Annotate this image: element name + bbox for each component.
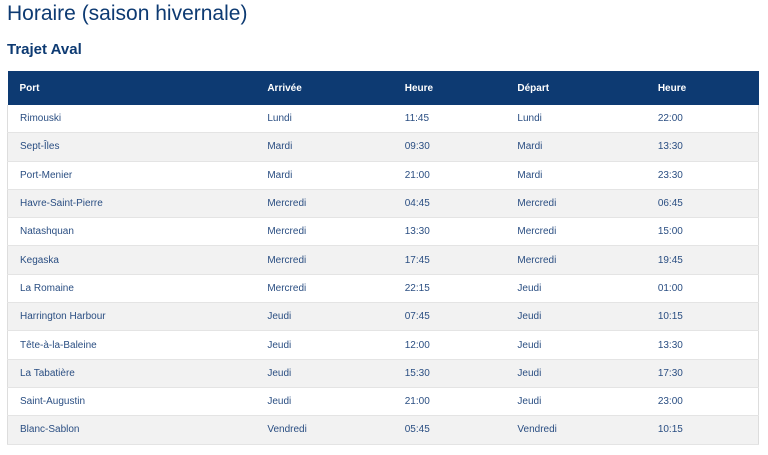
- table-cell: Mercredi: [255, 274, 393, 304]
- table-row: Saint-Augustin Jeudi 21:00 Jeudi 23:00: [7, 387, 759, 417]
- table-cell: 23:00: [645, 387, 759, 417]
- table-cell: 15:30: [392, 359, 506, 388]
- table-cell: 21:00: [392, 387, 506, 417]
- table-cell: 04:45: [392, 189, 506, 219]
- table-cell: 10:15: [645, 302, 759, 332]
- table-cell: 10:15: [645, 415, 759, 445]
- table-body: Rimouski Lundi 11:45 Lundi 22:00 Sept-Îles Mar…: [7, 105, 759, 445]
- table-cell: Mercredi: [505, 245, 646, 275]
- table-cell: Rimouski: [7, 105, 256, 134]
- table-cell: 07:45: [392, 302, 506, 332]
- table-cell: Jeudi: [505, 387, 646, 417]
- table-cell: Saint-Augustin: [7, 387, 256, 417]
- table-cell: Tête-à-la-Baleine: [7, 330, 256, 360]
- header-row: Port Arrivée Heure Départ Heure: [7, 71, 759, 105]
- table-cell: Mardi: [505, 132, 646, 162]
- table-cell: 05:45: [392, 415, 506, 445]
- page-title: Horaire (saison hivernale): [7, 2, 248, 25]
- table-cell: 13:30: [392, 217, 506, 247]
- table-cell: Jeudi: [255, 359, 393, 388]
- table-cell: Jeudi: [255, 330, 393, 360]
- table-cell: Blanc-Sablon: [7, 415, 256, 445]
- table-cell: 22:15: [392, 274, 506, 304]
- table-cell: Port-Menier: [7, 161, 256, 190]
- table-cell: Mardi: [505, 161, 646, 190]
- table-cell: La Tabatière: [7, 359, 256, 388]
- table-row: Blanc-Sablon Vendredi 05:45 Vendredi 10:15: [7, 415, 759, 445]
- table-cell: 09:30: [392, 132, 506, 162]
- table-cell: Jeudi: [505, 359, 646, 388]
- table-row: Kegaska Mercredi 17:45 Mercredi 19:45: [7, 245, 759, 275]
- table-cell: Lundi: [255, 105, 393, 134]
- table-row: Port-Menier Mardi 21:00 Mardi 23:30: [7, 161, 759, 190]
- section-title: Trajet Aval: [7, 41, 82, 58]
- table-row: Natashquan Mercredi 13:30 Mercredi 15:00: [7, 217, 759, 247]
- table-cell: 06:45: [645, 189, 759, 219]
- table-cell: Sept-Îles: [7, 132, 256, 162]
- table-cell: 13:30: [645, 132, 759, 162]
- table-cell: 19:45: [645, 245, 759, 275]
- table-cell: La Romaine: [7, 274, 256, 304]
- column-header: Port: [7, 71, 256, 105]
- table-cell: Jeudi: [505, 330, 646, 360]
- table-row: Harrington Harbour Jeudi 07:45 Jeudi 10:15: [7, 302, 759, 332]
- table-cell: Natashquan: [7, 217, 256, 247]
- table-cell: Kegaska: [7, 245, 256, 275]
- table-cell: 17:30: [645, 359, 759, 388]
- table-cell: Lundi: [505, 105, 646, 134]
- table-cell: Mardi: [255, 132, 393, 162]
- schedule-table: Port Arrivée Heure Départ Heure Rimouski Lund…: [7, 71, 759, 445]
- table-cell: Jeudi: [505, 302, 646, 332]
- table-cell: 11:45: [392, 105, 506, 134]
- table-cell: Mardi: [255, 161, 393, 190]
- table-cell: 23:30: [645, 161, 759, 190]
- column-header: Heure: [645, 71, 759, 105]
- table-cell: Mercredi: [255, 189, 393, 219]
- table-cell: 17:45: [392, 245, 506, 275]
- table-row: Rimouski Lundi 11:45 Lundi 22:00: [7, 105, 759, 134]
- table-cell: Harrington Harbour: [7, 302, 256, 332]
- table-row: Tête-à-la-Baleine Jeudi 12:00 Jeudi 13:30: [7, 330, 759, 360]
- table-row: Sept-Îles Mardi 09:30 Mardi 13:30: [7, 132, 759, 162]
- table-cell: 01:00: [645, 274, 759, 304]
- table-cell: 12:00: [392, 330, 506, 360]
- table-cell: 21:00: [392, 161, 506, 190]
- column-header: Arrivée: [255, 71, 393, 105]
- table-cell: 15:00: [645, 217, 759, 247]
- table-cell: Mercredi: [505, 189, 646, 219]
- column-header: Départ: [505, 71, 646, 105]
- table-cell: Jeudi: [255, 387, 393, 417]
- table-cell: Vendredi: [255, 415, 393, 445]
- table-cell: Havre-Saint-Pierre: [7, 189, 256, 219]
- table-cell: Mercredi: [255, 217, 393, 247]
- table-row: Havre-Saint-Pierre Mercredi 04:45 Mercredi 0…: [7, 189, 759, 219]
- column-header: Heure: [392, 71, 506, 105]
- table-row: La Romaine Mercredi 22:15 Jeudi 01:00: [7, 274, 759, 304]
- table-cell: 13:30: [645, 330, 759, 360]
- table-cell: Mercredi: [255, 245, 393, 275]
- table-cell: 22:00: [645, 105, 759, 134]
- table-cell: Vendredi: [505, 415, 646, 445]
- table-cell: Jeudi: [255, 302, 393, 332]
- table-cell: Mercredi: [505, 217, 646, 247]
- table-cell: Jeudi: [505, 274, 646, 304]
- table-row: La Tabatière Jeudi 15:30 Jeudi 17:30: [7, 359, 759, 388]
